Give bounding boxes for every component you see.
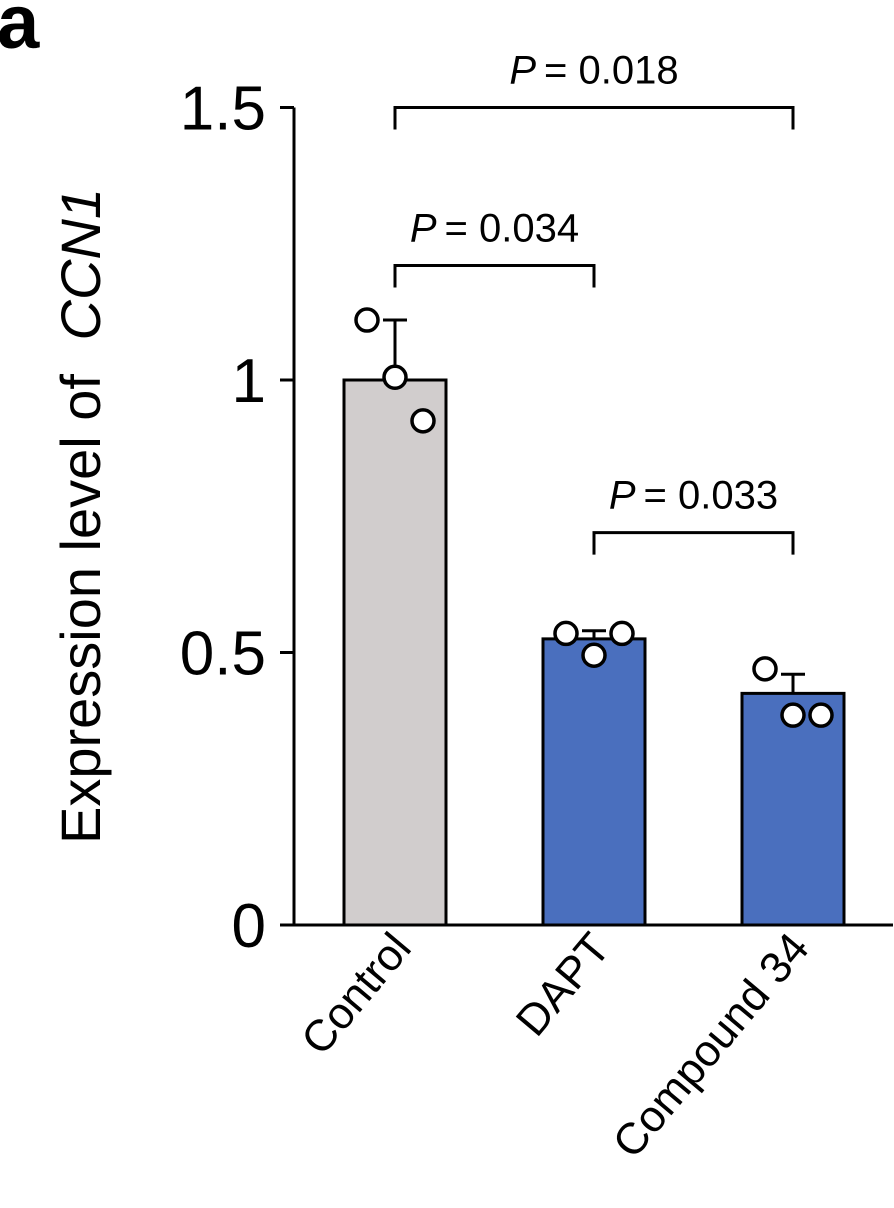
y-axis-label: Expression level of CCN1 [49,188,112,844]
p-symbol: P [609,474,636,518]
y-axis-label-gene: CCN1 [49,188,112,340]
bar-1 [541,637,647,927]
significance-bracket-0 [393,264,596,288]
significance-bracket-2 [393,106,795,130]
p-symbol: P [509,49,536,93]
p-value: = 0.018 [544,49,679,93]
p-value-label-2: P = 0.018 [509,49,678,93]
p-value-label-0: P = 0.034 [410,207,579,251]
data-point [410,408,436,434]
p-symbol: P [410,207,437,251]
p-value: = 0.033 [644,474,779,518]
y-axis-label-prefix: Expression level of [49,374,112,844]
data-point [382,364,408,391]
p-value: = 0.034 [445,207,580,251]
data-point [752,656,778,682]
y-tick-label: 1 [232,347,266,416]
data-point [581,642,607,668]
p-value-label-1: P = 0.033 [609,474,778,518]
bar-2 [740,691,846,927]
data-point [553,620,579,647]
x-tick-label: Compound 34 [603,924,818,1167]
x-tick-label: DAPT [507,924,620,1045]
data-point [354,307,380,333]
y-tick-label: 1.5 [180,75,266,144]
data-point [808,702,834,728]
significance-bracket-1 [592,531,795,555]
y-tick-label: 0 [232,892,266,961]
x-tick-label: Control [292,924,421,1064]
bar-0 [342,378,448,927]
panel-label: a [0,0,40,65]
y-tick-label: 0.5 [180,620,266,689]
data-point [780,702,806,728]
data-point [609,620,635,647]
